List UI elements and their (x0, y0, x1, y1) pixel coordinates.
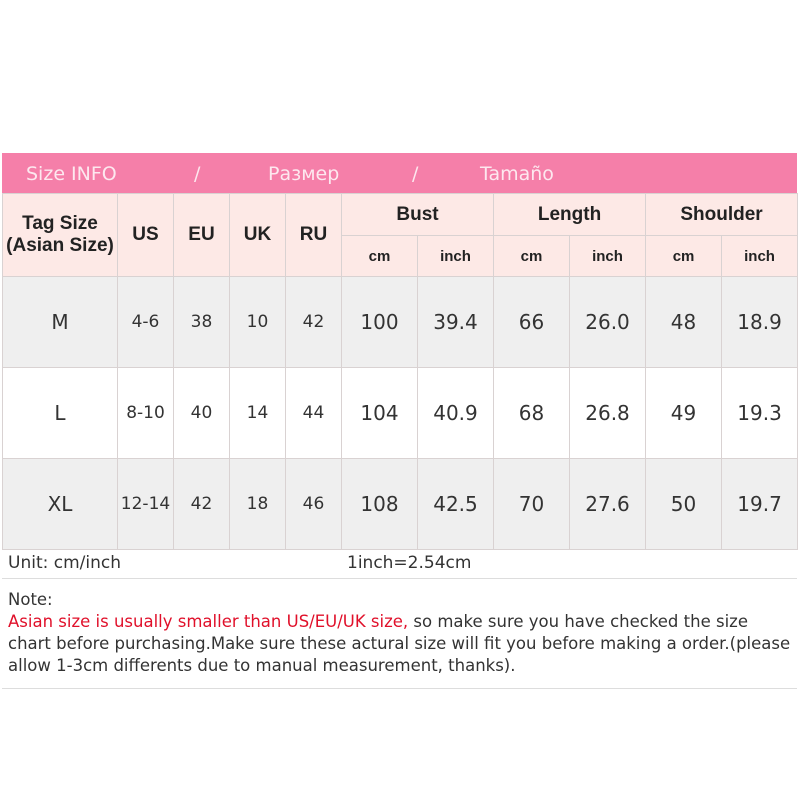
table-cell: 104 (341, 367, 418, 459)
header-eu: EU (173, 193, 230, 277)
table-cell: 26.0 (569, 276, 647, 368)
table-cell: 38 (173, 276, 230, 368)
table-cell: 100 (341, 276, 418, 368)
table-cell: 68 (493, 367, 571, 459)
table-cell: 39.4 (416, 276, 495, 368)
banner-separator: / (412, 163, 419, 185)
table-cell: 27.6 (569, 458, 647, 550)
banner-separator: / (194, 163, 201, 185)
table-cell: 12-14 (117, 458, 174, 550)
header-shoulder: Shoulder (645, 193, 799, 236)
note-text: so make sure you have checked the size c… (8, 612, 791, 675)
header-cm: cm (493, 235, 571, 277)
table-cell: 70 (493, 458, 571, 550)
header-us: US (117, 193, 174, 277)
banner-title-es: Tamaño (480, 163, 554, 185)
table-cell: 49 (645, 367, 723, 459)
header-inch: inch (569, 235, 647, 277)
header-inch: inch (721, 235, 799, 277)
header-uk: UK (229, 193, 286, 277)
size-info-banner: Size INFO / Размер / Tamaño (2, 153, 797, 193)
unit-label: Unit: cm/inch (8, 553, 121, 573)
unit-row: Unit: cm/inch 1inch=2.54cm (2, 548, 797, 579)
header-ru: RU (285, 193, 342, 277)
table-cell: 40 (173, 367, 230, 459)
table-cell: L (2, 367, 118, 459)
table-cell: 8-10 (117, 367, 174, 459)
table-cell: 26.8 (569, 367, 647, 459)
table-cell: 46 (285, 458, 342, 550)
header-bust: Bust (340, 193, 495, 236)
table-row: XL 12-14 42 18 46 108 42.5 70 27.6 50 19.7 (2, 458, 799, 550)
table-cell: 18 (229, 458, 286, 550)
table-cell: 4-6 (117, 276, 174, 368)
table-cell: 108 (341, 458, 418, 550)
table-cell: 66 (493, 276, 571, 368)
table-cell: 19.3 (721, 367, 799, 459)
header-cm: cm (341, 235, 418, 277)
note-warning: Asian size is usually smaller than US/EU… (8, 612, 409, 631)
table-cell: 10 (229, 276, 286, 368)
header-length: Length (493, 193, 647, 236)
size-table: Tag Size (Asian Size) US EU UK RU Bust L… (2, 193, 799, 550)
header-inch: inch (416, 235, 495, 277)
table-cell: 40.9 (416, 367, 495, 459)
table-cell: 42 (173, 458, 230, 550)
table-cell: 14 (229, 367, 286, 459)
table-row: M 4-6 38 10 42 100 39.4 66 26.0 48 18.9 (2, 276, 799, 368)
table-cell: 18.9 (721, 276, 799, 368)
header-cm: cm (645, 235, 723, 277)
banner-title-ru: Размер (268, 163, 340, 185)
table-cell: M (2, 276, 118, 368)
table-cell: 50 (645, 458, 723, 550)
conversion-label: 1inch=2.54cm (347, 553, 472, 573)
table-row: L 8-10 40 14 44 104 40.9 68 26.8 49 19.3 (2, 367, 799, 459)
note-box: Note: Asian size is usually smaller than… (2, 579, 797, 689)
note-label: Note: (8, 590, 53, 609)
table-cell: 19.7 (721, 458, 799, 550)
banner-title-en: Size INFO (26, 163, 117, 185)
table-cell: 44 (285, 367, 342, 459)
header-tag-size: Tag Size (Asian Size) (2, 193, 118, 277)
table-cell: XL (2, 458, 118, 550)
table-cell: 48 (645, 276, 723, 368)
table-cell: 42 (285, 276, 342, 368)
table-cell: 42.5 (416, 458, 495, 550)
